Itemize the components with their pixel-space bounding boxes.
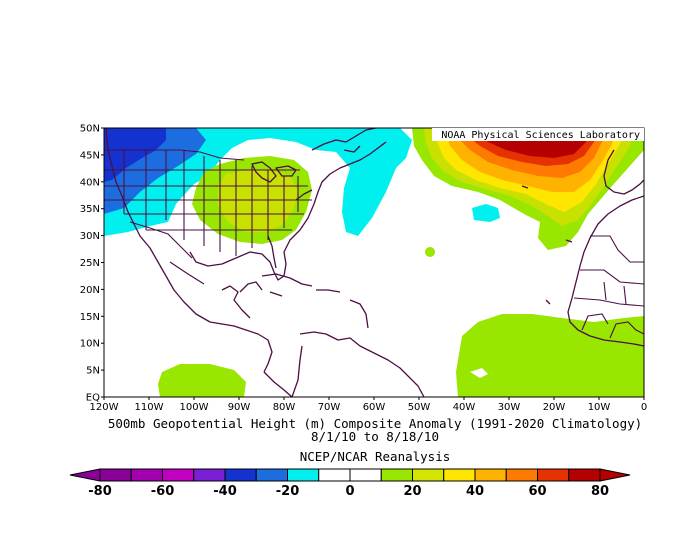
credit-box — [432, 128, 644, 141]
colorbar-label: 40 — [466, 484, 484, 499]
lon-label: 70W — [318, 402, 341, 413]
colorbar-swatch — [412, 468, 445, 482]
anomaly-cyan-patch — [472, 204, 500, 222]
lon-label: 30W — [498, 402, 521, 413]
longitude-axis: 120W 110W 100W 90W 80W 70W 60W 50W 40W 30W 20W 10W 0 — [90, 397, 647, 413]
lon-label: 60W — [363, 402, 386, 413]
colorbar-swatch — [380, 468, 413, 482]
colorbar-swatch — [130, 468, 163, 482]
lon-label: 110W — [135, 402, 164, 413]
anomaly-green-pacific — [158, 364, 246, 397]
anomaly-darkblue-core — [104, 128, 166, 182]
colorbar-swatch — [318, 468, 351, 482]
borders — [104, 149, 644, 339]
colorbar-label: 60 — [528, 484, 546, 499]
lat-label: 25N — [80, 258, 100, 269]
coastlines — [105, 128, 644, 397]
lat-label: 40N — [80, 177, 100, 188]
colorbar-swatch — [193, 468, 226, 482]
colorbar-label: -60 — [151, 484, 175, 499]
lat-label: 10N — [80, 339, 100, 350]
lat-label: 50N — [80, 124, 100, 135]
colorbar-swatch — [474, 468, 507, 482]
lon-label: 120W — [90, 402, 119, 413]
colorbar: -80 -60 -40 -20 0 20 40 60 80 — [69, 468, 631, 499]
lon-label: 50W — [408, 402, 431, 413]
lat-label: 35N — [80, 204, 100, 215]
lat-label: 30N — [80, 231, 100, 242]
caption-line-3: NCEP/NCAR Reanalysis — [299, 449, 451, 464]
anomaly-fields — [104, 128, 644, 397]
colorbar-swatch — [568, 468, 601, 482]
caption-line-2: 8/1/10 to 8/18/10 — [311, 429, 439, 444]
credit-text: NOAA Physical Sciences Laboratory — [441, 130, 640, 141]
colorbar-arrow-right — [599, 468, 631, 482]
lon-label: 80W — [273, 402, 296, 413]
anomaly-green-dot — [425, 247, 435, 257]
lon-label: 90W — [228, 402, 251, 413]
lat-label: 15N — [80, 312, 100, 323]
lat-label: 5N — [86, 366, 100, 377]
colorbar-label: -80 — [88, 484, 112, 499]
lat-label: EQ — [86, 393, 100, 404]
lat-label: 45N — [80, 150, 100, 161]
colorbar-arrow-left — [69, 468, 101, 482]
lon-label: 10W — [588, 402, 611, 413]
colorbar-swatch — [349, 468, 382, 482]
lon-label: 20W — [543, 402, 566, 413]
colorbar-swatch — [99, 468, 132, 482]
caption-line-1: 500mb Geopotential Height (m) Composite … — [107, 416, 643, 431]
colorbar-swatch — [162, 468, 195, 482]
colorbar-label: 20 — [403, 484, 421, 499]
colorbar-label: -40 — [213, 484, 237, 499]
colorbar-label: 0 — [345, 484, 354, 499]
colorbar-swatch — [255, 468, 288, 482]
colorbar-label: -20 — [276, 484, 300, 499]
lon-label: 40W — [453, 402, 476, 413]
latitude-axis: 50N 45N 40N 35N 30N 25N 20N 15N 10N 5N EQ — [80, 124, 104, 404]
lat-label: 20N — [80, 285, 100, 296]
colorbar-swatch — [287, 468, 320, 482]
colorbar-label: 80 — [591, 484, 609, 499]
colorbar-swatch — [443, 468, 476, 482]
colorbar-swatch — [505, 468, 538, 482]
anomaly-white-hole — [470, 368, 488, 378]
lon-label: 100W — [180, 402, 209, 413]
anomaly-green-tropics — [456, 314, 644, 397]
colorbar-swatch — [537, 468, 570, 482]
colorbar-swatch — [224, 468, 257, 482]
lon-label: 0 — [641, 402, 647, 413]
